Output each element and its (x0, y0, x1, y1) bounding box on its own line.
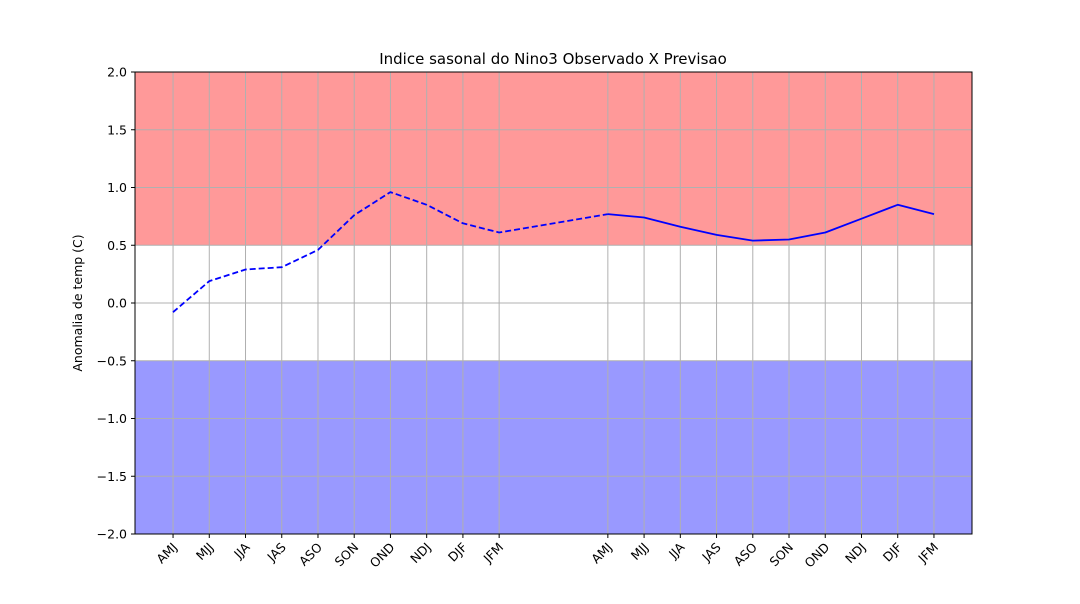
y-tick-label: −1.5 (97, 469, 127, 484)
x-tick-label: NDJ (407, 540, 434, 567)
y-tick-label: 1.0 (107, 180, 127, 195)
x-tick-label: MJJ (628, 540, 651, 563)
x-tick-label: AMJ (153, 540, 180, 567)
x-tick-label: JFM (480, 540, 507, 567)
x-tick-label: DJF (445, 540, 470, 565)
x-tick-label: ASO (731, 539, 760, 568)
x-tick-label: MJJ (193, 540, 216, 563)
y-tick-label: −0.5 (97, 353, 127, 368)
y-tick-label: −2.0 (97, 527, 127, 542)
x-tick-label: JJA (665, 539, 688, 562)
x-tick-label: AMJ (588, 540, 615, 567)
y-tick-label: 0.5 (107, 238, 127, 253)
x-tick-label: ASO (296, 539, 325, 568)
y-tick-label: 2.0 (107, 65, 127, 80)
x-tick-label: DJF (880, 540, 905, 565)
x-tick-label: SON (766, 540, 796, 570)
x-tick-label: JAS (263, 539, 288, 564)
y-axis-label: Anomalia de temp (C) (70, 234, 85, 371)
x-tick-label: SON (332, 540, 362, 570)
y-tick-label: −1.0 (97, 411, 127, 426)
x-tick-label: NDJ (842, 540, 869, 567)
x-tick-label: OND (801, 540, 832, 571)
x-tick-label: OND (367, 540, 398, 571)
y-tick-label: 0.0 (107, 296, 127, 311)
x-tick-label: JAS (698, 539, 723, 564)
x-tick-label: JFM (914, 540, 941, 567)
x-tick-label: JJA (230, 539, 253, 562)
y-tick-label: 1.5 (107, 122, 127, 137)
chart-title: Indice sasonal do Nino3 Observado X Prev… (379, 50, 727, 68)
cold-anomaly-band (135, 361, 972, 534)
warm-anomaly-band (135, 72, 972, 245)
